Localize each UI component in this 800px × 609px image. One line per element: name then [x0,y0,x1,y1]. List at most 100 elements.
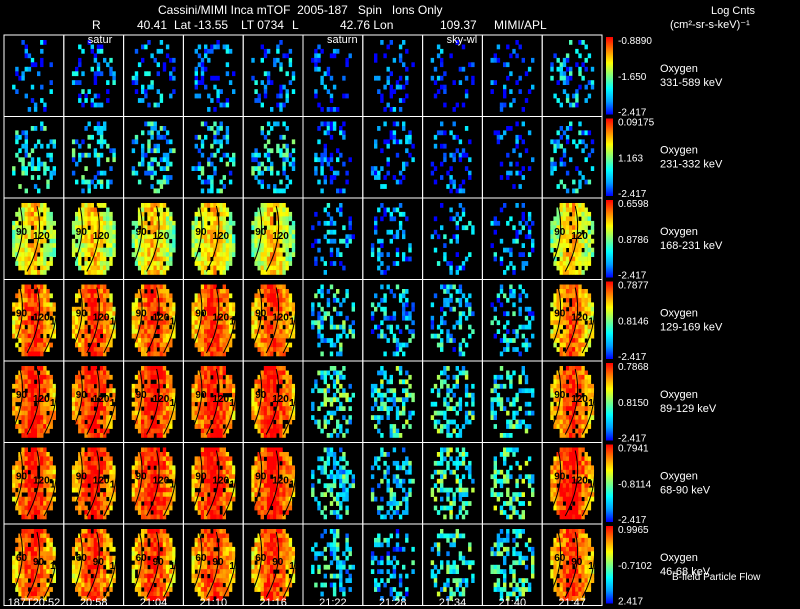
pixel [87,424,91,429]
pixel [90,342,94,348]
pixel [90,374,94,380]
pixel [279,370,283,376]
pixel [569,351,573,357]
pixel [210,324,214,330]
pixel [210,311,214,317]
pixel [512,293,516,299]
pixel [273,207,277,213]
pixel [169,388,173,394]
pixel [27,293,32,299]
pixel [90,370,94,376]
pixel [93,315,98,321]
pixel [279,419,283,425]
pixel [222,256,226,262]
pixel [395,139,400,145]
pixel [169,306,173,312]
pixel [386,388,390,394]
pixel [291,166,296,171]
pixel [527,130,532,136]
pixel [506,220,510,226]
pixel [200,66,205,72]
pixel [458,152,463,158]
pixel [194,392,198,398]
pixel [99,302,104,308]
pixel [572,302,576,308]
pixel [43,342,47,348]
pixel [282,406,286,411]
pixel [156,401,160,407]
pixel [282,311,286,317]
pixel [518,284,522,290]
pixel [81,383,85,389]
pixel [141,234,145,240]
pixel [169,234,173,240]
pixel [323,179,327,185]
pixel [411,320,415,326]
pixel [493,256,497,262]
pixel [270,207,274,213]
pixel [33,428,38,434]
pixel [162,397,167,403]
pixel [276,392,280,398]
panel-r2-c2: 90 120 [123,197,184,280]
pixel [207,311,211,317]
pixel [518,324,522,330]
pixel [228,324,233,330]
pixel [93,401,98,407]
pixel [279,207,283,213]
pixel [531,243,535,248]
pixel [389,428,393,434]
pixel [21,170,25,176]
pixel [553,220,557,226]
pixel [213,84,217,90]
pixel [228,229,233,235]
pixel [377,247,381,253]
pixel [270,216,274,222]
pixel [40,428,44,434]
pixel [90,203,94,208]
pixel [550,302,554,308]
pixel [78,152,82,158]
pixel [285,148,289,154]
pixel [282,297,286,303]
pixel [147,297,151,303]
panel-r1-c2 [123,116,184,199]
pixel [99,419,104,425]
pixel [386,66,390,72]
pixel [134,293,139,299]
pixel [449,333,453,339]
pixel [99,297,104,303]
pixel [323,261,327,266]
pixel [141,243,145,248]
pixel [370,388,375,394]
pixel [383,315,387,321]
pixel [282,401,286,407]
pixel [228,234,233,240]
pixel [443,302,447,308]
pixel [141,289,145,294]
pixel [81,284,85,290]
pixel [165,265,170,271]
pixel [225,139,230,145]
pixel [30,366,35,371]
pixel [565,170,570,176]
pixel [260,320,264,326]
panel-r4-c2: 90 120 150 [123,360,187,443]
pixel [37,392,41,398]
pixel [172,89,176,94]
pixel [273,234,277,240]
pixel [345,392,349,398]
pixel [405,289,409,294]
pixel [109,148,113,154]
pixel [219,126,223,131]
pixel [490,89,494,94]
pixel [263,220,268,226]
pixel [329,324,334,330]
pixel [191,397,195,403]
pixel [374,166,378,171]
pixel [279,234,283,240]
pixel [33,238,38,244]
pixel [225,293,230,299]
pixel [556,80,560,85]
pixel [219,216,223,222]
